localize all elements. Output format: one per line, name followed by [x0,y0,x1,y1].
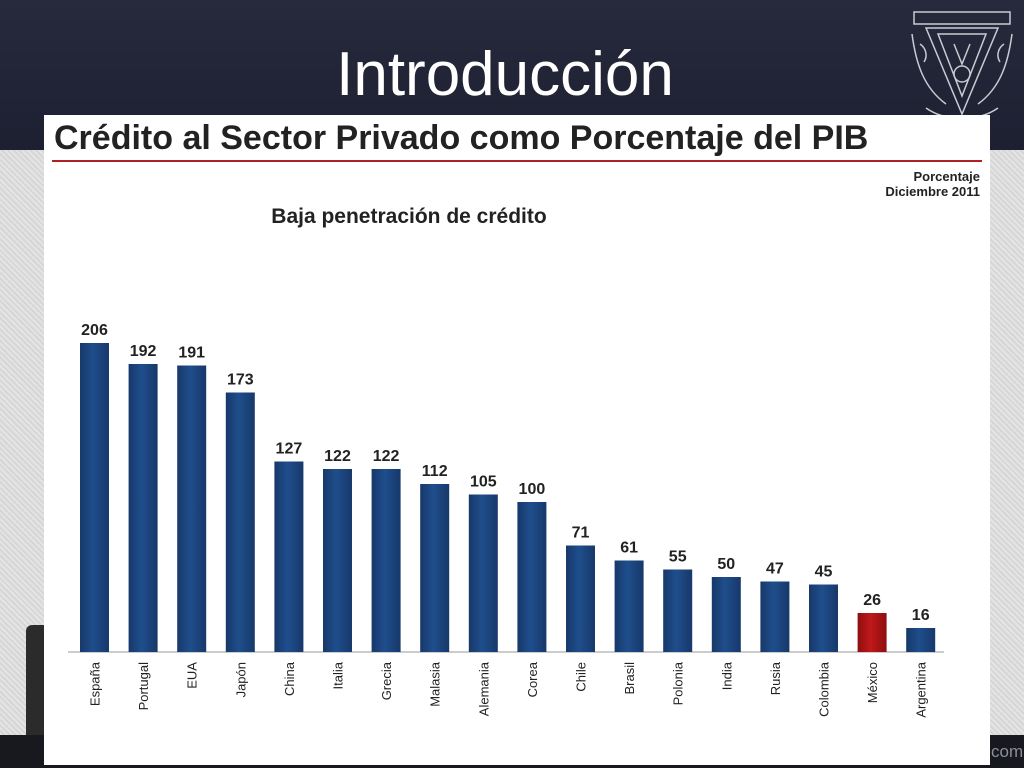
x-tick-label-1: Portugal [136,662,151,711]
unit-note: Porcentaje Diciembre 2011 [885,169,980,199]
x-tick-label-2: EUA [185,662,200,689]
x-tick-label-8: Alemania [476,661,491,716]
chart-title: Baja penetración de crédito [271,205,547,228]
data-label-10: 71 [572,525,590,542]
unit-note-line2: Diciembre 2011 [885,184,980,199]
x-tick-label-5: Italia [331,661,346,689]
bar-13 [711,577,741,652]
x-tick-label-17: Argentina [914,661,929,717]
bar-12 [663,569,693,652]
data-label-6: 122 [373,448,400,465]
data-label-12: 55 [669,549,687,566]
bar-6 [371,469,401,652]
bar-16 [857,613,887,652]
heading-rule [52,160,982,162]
unit-note-line1: Porcentaje [913,169,980,184]
bar-11 [614,560,644,652]
bar-9 [517,502,547,652]
data-label-13: 50 [717,556,735,573]
bar-14 [760,581,790,652]
bar-8 [468,494,498,652]
bar-7 [420,484,450,652]
data-label-7: 112 [422,463,448,480]
data-label-16: 26 [863,592,881,609]
x-tick-label-10: Chile [574,662,589,692]
data-label-15: 45 [815,564,833,581]
corner-text: com [991,742,1024,761]
bar-10 [566,545,595,652]
bar-5 [323,469,352,652]
bar-1 [128,364,158,652]
chart-panel: Crédito al Sector Privado como Porcentaj… [44,115,990,765]
data-label-9: 100 [519,481,546,498]
data-label-2: 191 [178,345,205,362]
device-edge [26,625,48,735]
x-tick-label-11: Brasil [622,662,637,695]
data-label-4: 127 [276,441,303,458]
x-tick-label-4: China [282,661,297,696]
x-tick-label-12: Polonia [671,661,686,705]
x-tick-label-13: India [719,661,734,690]
bar-3 [225,392,255,652]
data-label-0: 206 [81,322,108,339]
panel-heading: Crédito al Sector Privado como Porcentaj… [54,119,869,157]
x-tick-label-15: Colombia [817,661,832,717]
x-tick-label-16: México [865,662,880,703]
data-label-8: 105 [470,474,497,491]
bar-17 [906,628,936,652]
x-tick-label-9: Corea [525,661,540,697]
data-label-14: 47 [766,561,784,578]
x-tick-label-3: Japón [233,662,248,697]
data-label-17: 16 [912,607,930,624]
bar-0 [80,343,109,652]
x-tick-label-0: España [88,661,103,706]
unam-ciencias-seal-icon [906,4,1018,126]
slide-title: Introducción [336,40,674,109]
bar-chart: 206 España 192 Portugal 191 EUA 173 Japón 127 Chi… [68,322,944,718]
data-label-1: 192 [130,343,157,360]
x-tick-label-14: Rusia [768,661,783,695]
data-label-11: 61 [620,540,638,557]
data-label-5: 122 [324,448,351,465]
x-tick-label-6: Grecia [379,661,394,700]
x-tick-label-7: Malasia [428,661,443,707]
bar-4 [274,461,304,652]
bar-2 [177,365,207,652]
bar-15 [809,584,838,652]
data-label-3: 173 [227,372,254,389]
